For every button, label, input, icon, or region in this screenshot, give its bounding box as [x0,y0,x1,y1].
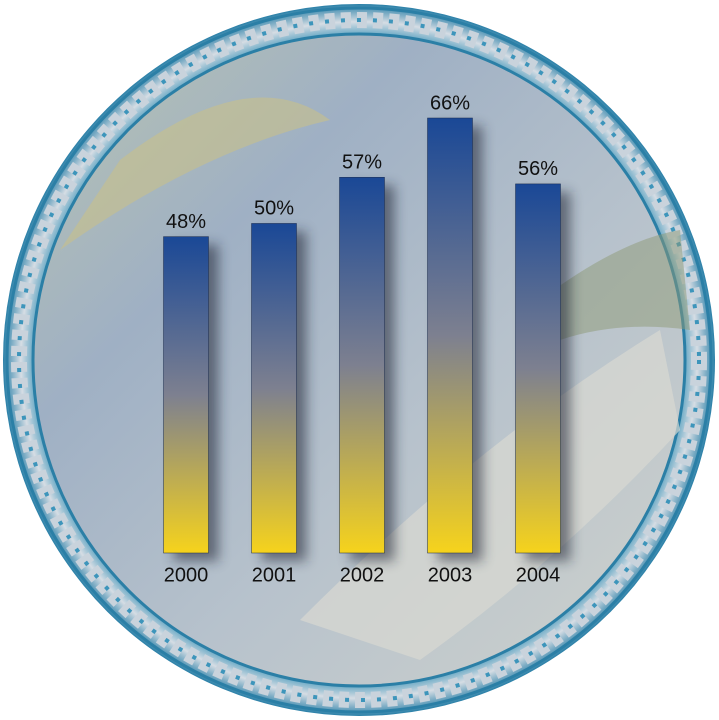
x-tick-label: 2002 [340,564,385,586]
bar [251,223,297,554]
bar [339,177,385,554]
bar [427,117,473,554]
value-label: 48% [166,211,206,233]
bar [515,183,561,554]
value-label: 56% [518,158,558,180]
plot-area: 48% 2000 50% 2001 57% 2002 66% 2003 56% 2004 [163,92,571,586]
value-label: 57% [342,152,382,174]
x-tick-label: 2004 [516,564,561,586]
value-label: 66% [430,92,470,114]
x-tick-label: 2001 [252,564,297,586]
bar [163,236,209,554]
x-tick-label: 2003 [428,564,473,586]
value-label: 50% [254,198,294,220]
x-tick-label: 2000 [164,564,209,586]
